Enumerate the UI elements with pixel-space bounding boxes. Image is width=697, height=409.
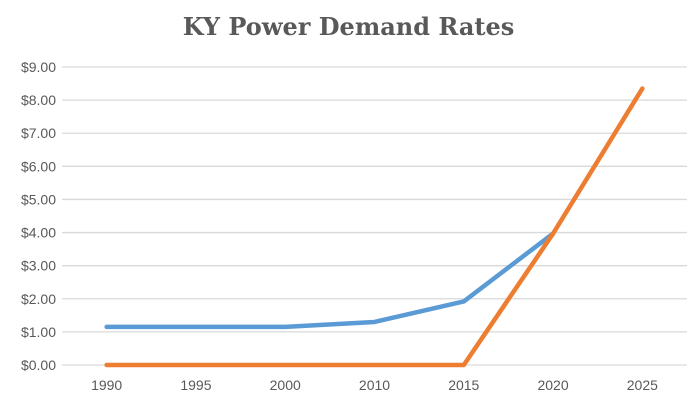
y-tick-label: $2.00: [21, 291, 56, 307]
y-tick-label: $6.00: [21, 158, 56, 174]
x-tick-label: 1990: [91, 377, 122, 393]
x-tick-label: 2010: [359, 377, 390, 393]
x-tick-label: 2020: [537, 377, 568, 393]
y-tick-label: $7.00: [21, 125, 56, 141]
series-line-1: [104, 231, 556, 330]
y-tick-label: $9.00: [21, 59, 56, 75]
y-tick-label: $5.00: [21, 191, 56, 207]
x-tick-label: 1995: [180, 377, 211, 393]
y-tick-label: $1.00: [21, 324, 56, 340]
x-tick-label: 2025: [627, 377, 658, 393]
y-tick-label: $8.00: [21, 92, 56, 108]
y-tick-label: $0.00: [21, 357, 56, 373]
y-tick-label: $3.00: [21, 258, 56, 274]
y-tick-label: $4.00: [21, 225, 56, 241]
chart-title: KY Power Demand Rates: [182, 12, 515, 41]
series-line-2: [104, 86, 645, 368]
x-tick-label: 2000: [270, 377, 301, 393]
x-tick-label: 2015: [448, 377, 479, 393]
